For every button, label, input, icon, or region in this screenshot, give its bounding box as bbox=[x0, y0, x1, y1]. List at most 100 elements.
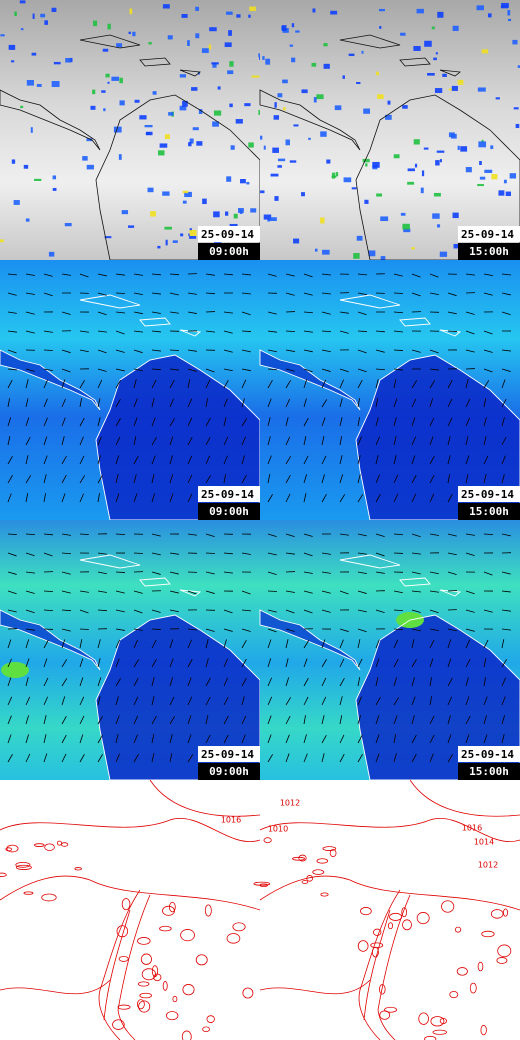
rain-cell bbox=[356, 81, 361, 85]
rain-cell bbox=[320, 217, 325, 224]
rain-cell bbox=[189, 229, 197, 236]
rain-cell bbox=[433, 192, 441, 197]
wind-arrow bbox=[223, 436, 229, 446]
wind-arrow bbox=[223, 734, 229, 744]
wind-arrow bbox=[223, 349, 233, 353]
wind-arrow bbox=[241, 658, 247, 668]
wind-arrow bbox=[429, 628, 439, 632]
wind-arrow bbox=[465, 639, 471, 649]
rain-cell bbox=[202, 198, 207, 205]
wind-arrow bbox=[339, 734, 345, 744]
wind-arrow bbox=[267, 474, 271, 484]
wind-arrow bbox=[151, 571, 161, 575]
rain-cell bbox=[334, 105, 342, 111]
contour-blob bbox=[112, 1019, 125, 1030]
wind-arrow bbox=[7, 658, 12, 668]
wind-arrow bbox=[393, 273, 403, 277]
rain-cell bbox=[248, 14, 251, 18]
wind-arrow bbox=[411, 677, 415, 687]
rain-cell bbox=[291, 23, 295, 28]
rain-cell bbox=[507, 18, 512, 22]
wind-arrow bbox=[151, 398, 155, 408]
rain-cell bbox=[277, 93, 283, 98]
wind-arrow bbox=[375, 552, 385, 557]
rain-cell bbox=[147, 187, 154, 193]
contour-blob bbox=[416, 912, 430, 925]
wind-arrow bbox=[187, 292, 197, 295]
wind-arrow bbox=[447, 677, 453, 687]
wind-arrow bbox=[393, 658, 399, 668]
wind-arrow bbox=[115, 590, 125, 594]
rain-cell bbox=[201, 48, 209, 53]
wind-arrow bbox=[375, 658, 380, 668]
wind-arrow bbox=[393, 311, 404, 314]
rain-cell bbox=[65, 57, 71, 63]
time-label: 15:00h bbox=[469, 505, 509, 518]
wind-arrow bbox=[321, 493, 327, 503]
wind-arrow bbox=[393, 379, 397, 389]
wind-arrow bbox=[43, 734, 47, 744]
contour-blob bbox=[121, 898, 131, 911]
wind-arrow bbox=[151, 609, 161, 613]
rain-cell bbox=[128, 31, 131, 35]
map-panel: 25-09-14 09:00h bbox=[0, 520, 261, 781]
wind-arrow bbox=[25, 639, 30, 649]
wind-arrow bbox=[393, 639, 399, 649]
rain-cell bbox=[51, 81, 60, 88]
wind-arrow bbox=[43, 436, 48, 446]
wind-arrow bbox=[267, 639, 272, 649]
wind-arrow bbox=[223, 696, 229, 706]
rain-cell bbox=[434, 88, 443, 93]
rain-cell bbox=[86, 138, 93, 142]
rain-cell bbox=[262, 56, 265, 60]
wind-arrow bbox=[187, 658, 193, 668]
rain-cell bbox=[439, 251, 448, 257]
wind-arrow bbox=[79, 639, 83, 649]
wind-arrow bbox=[465, 715, 471, 725]
rain-cell bbox=[452, 25, 459, 31]
wind-arrow bbox=[115, 436, 121, 446]
rain-cell bbox=[323, 63, 330, 69]
rain-cell bbox=[442, 73, 447, 77]
wind-arrow bbox=[97, 398, 101, 408]
rain-cell bbox=[20, 28, 24, 31]
wind-arrow bbox=[411, 659, 417, 668]
date-label: 25-09-14 bbox=[461, 488, 514, 501]
time-label: 09:00h bbox=[209, 245, 249, 258]
wind-arrow bbox=[43, 398, 48, 408]
rain-cell bbox=[301, 192, 305, 197]
wind-arrow bbox=[321, 753, 325, 763]
rain-cell bbox=[420, 187, 424, 194]
contour-blob bbox=[15, 861, 31, 868]
wind-arrow bbox=[79, 533, 90, 535]
wind-arrow bbox=[285, 330, 296, 333]
wind-arrow bbox=[43, 417, 48, 427]
rain-cell bbox=[448, 132, 455, 138]
wind-arrow bbox=[285, 368, 295, 372]
rain-cell bbox=[249, 6, 256, 11]
rain-cell bbox=[435, 160, 440, 166]
wind-arrow bbox=[375, 493, 381, 503]
rain-cell bbox=[436, 150, 445, 153]
wind-arrow bbox=[321, 571, 331, 574]
wind-arrow bbox=[7, 590, 17, 595]
wind-arrow bbox=[61, 571, 71, 575]
wind-arrow bbox=[7, 734, 12, 744]
landmass bbox=[260, 610, 360, 670]
contour-blob bbox=[182, 984, 195, 996]
wind-arrow bbox=[357, 292, 367, 296]
wind-arrow bbox=[267, 379, 273, 389]
contour-blob bbox=[202, 1026, 210, 1033]
wind-arrow bbox=[241, 273, 251, 276]
wind-arrow bbox=[151, 368, 162, 371]
rain-cell bbox=[478, 141, 487, 148]
wind-arrow bbox=[43, 379, 48, 389]
wind-arrow bbox=[393, 734, 397, 744]
coastline bbox=[0, 34, 261, 261]
rain-cell bbox=[479, 176, 486, 180]
wind-arrow bbox=[205, 368, 215, 373]
rain-cell bbox=[238, 208, 244, 213]
wind-arrow bbox=[43, 590, 54, 593]
wind-arrow bbox=[303, 609, 313, 614]
rain-cell bbox=[164, 226, 172, 230]
